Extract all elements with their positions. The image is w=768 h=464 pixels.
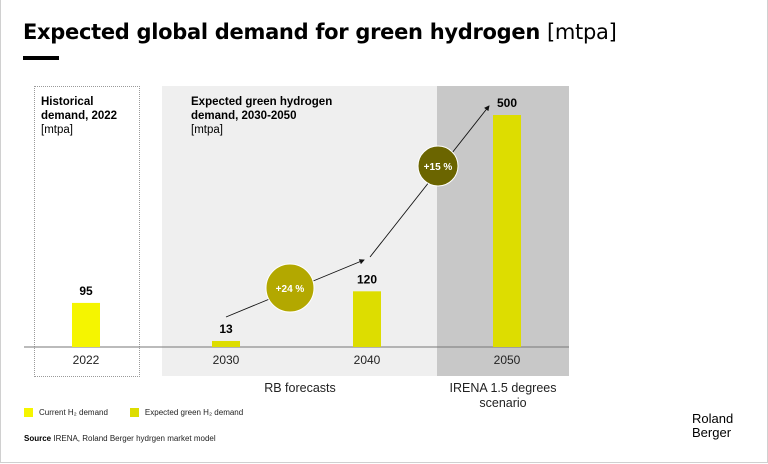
historical-panel [34,86,140,377]
growth-badge-label: +15 % [424,162,453,173]
category-label-2022: 2022 [73,353,100,367]
chart-title: Expected global demand for green hydroge… [23,20,617,44]
bar-2022 [72,302,100,347]
rb-forecast-panel [162,86,438,376]
value-label-2040: 120 [357,272,377,286]
category-label-2040: 2040 [354,353,381,367]
source-note: Source IRENA, Roland Berger hydrgen mark… [24,434,216,443]
value-label-2030: 13 [219,322,233,336]
legend-item-expected: Expected green H₂ demand [129,408,243,417]
category-label-2030: 2030 [213,353,240,367]
group-label-rb-forecasts: RB forecasts [264,381,336,395]
group-label-irena: IRENA 1.5 degrees scenario [449,381,557,410]
title-unit: [mtpa] [547,20,617,44]
category-label-2050: 2050 [494,353,521,367]
historical-panel-heading: Historical demand, 2022 [mtpa] [41,96,118,136]
legend: Current H₂ demand Expected green H₂ dema… [24,408,265,417]
growth-badge-2030-2040: +24 % [265,263,315,313]
value-label-2050: 500 [497,96,517,110]
value-label-2022: 95 [79,284,93,298]
expected-panel-heading: Expected green hydrogen demand, 2030-205… [191,96,333,136]
bar-2040 [353,291,381,347]
legend-swatch-current [24,408,33,417]
growth-badge-label: +24 % [276,284,305,295]
title-underline [23,56,59,60]
legend-item-current: Current H₂ demand [24,408,108,417]
legend-swatch-expected [129,408,139,417]
growth-badge-2040-2050: +15 % [417,145,459,187]
roland-berger-logo: Roland Berger [692,411,734,440]
bar-2030 [212,340,240,347]
bar-2050 [493,115,521,347]
